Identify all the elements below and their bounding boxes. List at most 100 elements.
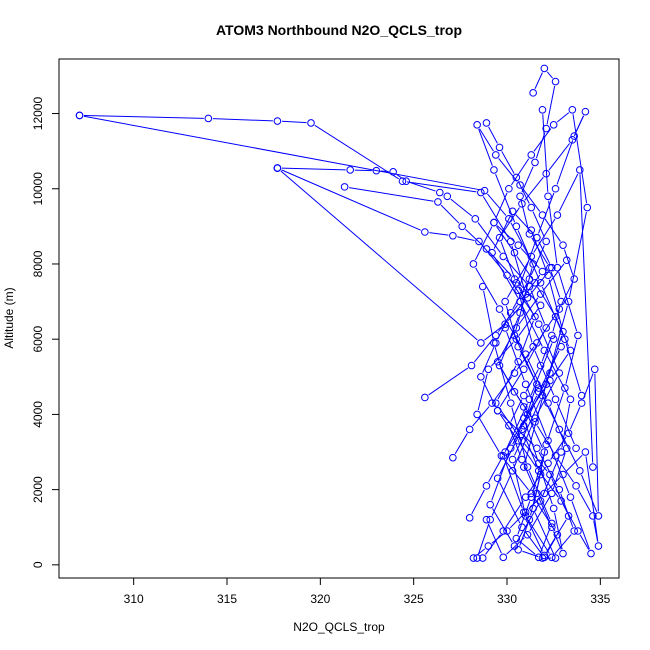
series-segment [500,241,516,279]
series-segment [538,497,551,524]
data-point [475,237,483,246]
data-point [518,455,526,464]
series-segment [542,263,565,291]
series-segment [527,358,547,400]
series-segment [499,365,513,389]
series-segment [532,211,545,238]
x-tick-label: 325 [404,592,424,606]
series-segment [280,170,478,341]
series-segment [548,200,558,264]
data-point [506,399,515,407]
data-point [544,459,552,468]
series-segment [495,192,508,219]
series-segment [212,118,273,122]
data-point [449,231,457,240]
series-segment [454,433,468,455]
data-point [508,207,517,216]
series-segment [410,182,436,192]
series-segment [494,376,513,400]
data-point [542,237,551,246]
series-segment [498,158,518,182]
series-segment [565,343,581,392]
series-segment [496,226,513,250]
data-point [512,222,521,231]
data-point [465,425,474,434]
series-segment [547,477,561,491]
series-segment [533,496,556,532]
series-segment [512,282,528,310]
series-segment [560,433,579,468]
series-segment [579,534,590,550]
data-point [516,181,524,189]
series-segment [488,126,498,144]
data-point [548,523,556,532]
data-point [540,448,549,456]
series-segment [477,222,501,254]
series-segment [556,140,574,185]
series-segment [281,169,421,231]
data-point [551,312,560,321]
series-segment [478,418,500,453]
data-point [484,542,493,550]
data-point [542,380,551,389]
series-segment [523,463,536,490]
data-point [516,309,524,317]
series-segment [534,72,543,89]
series-segment [530,245,545,276]
series-segment [281,120,307,124]
data-point [469,554,478,562]
data-point [577,399,586,407]
data-point [473,121,481,129]
series-segment [554,534,572,555]
series-8 [473,107,590,562]
data-point [499,553,508,562]
series-segment [552,353,569,378]
data-point [555,305,564,313]
data-point [581,448,590,456]
series-segment [314,124,399,180]
series-segment [538,192,555,234]
data-point [553,211,562,219]
chart-title: ATOM3 Northbound N2O_QCLS_trop [216,22,462,38]
data-point [551,554,560,562]
data-point [542,324,551,332]
data-point [480,186,489,195]
data-point [551,451,560,460]
series-segment [558,271,578,332]
data-point [559,470,567,479]
series-segment [544,218,561,242]
data-point [577,391,586,400]
data-point [503,527,511,535]
data-point [527,226,536,234]
data-point [570,527,579,535]
series-14 [469,256,603,562]
series-segment [546,71,553,79]
series-segment [562,504,577,528]
series-segment [519,241,536,287]
series-segment [569,407,581,430]
series-segment [530,343,553,396]
data-point [273,164,282,172]
series-segment [527,519,550,554]
series-segment [488,455,504,483]
series-segment [84,115,204,119]
series-6 [340,183,562,562]
data-point [566,346,575,355]
data-point [555,485,564,494]
data-point [531,278,539,287]
data-point [587,549,595,558]
data-point [490,166,498,174]
data-point [557,342,565,351]
data-point [576,166,584,174]
series-segment [475,267,498,306]
series-segment [492,508,513,543]
series-segment [585,456,599,542]
data-point [516,192,524,201]
data-point [482,515,491,524]
series-segment [553,531,562,550]
data-point [492,339,500,347]
data-point [505,421,513,430]
data-point [589,512,597,520]
series-segment [541,339,551,362]
data-point [572,444,580,453]
